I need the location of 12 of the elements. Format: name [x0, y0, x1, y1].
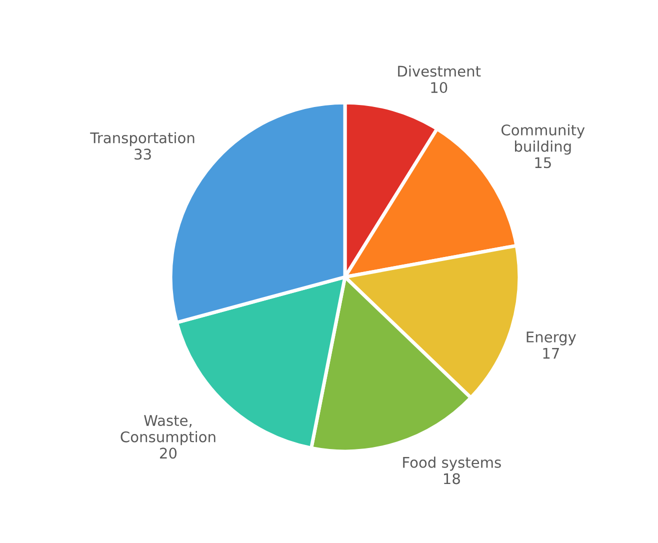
- slice-label: Transportation: [90, 132, 194, 146]
- slice-label: Energy: [526, 332, 576, 346]
- data-label: 17: [543, 348, 559, 359]
- data-label: 20: [160, 448, 177, 459]
- data-label: 15: [535, 157, 551, 168]
- slice-label: Waste, Consumption: [120, 415, 216, 446]
- data-label: 18: [444, 473, 460, 484]
- slice-label: Food systems: [403, 456, 501, 471]
- slice-label: Divestment: [398, 65, 481, 77]
- data-label: 10: [431, 82, 448, 94]
- data-label: 33: [134, 148, 151, 160]
- slice-label: Community building: [502, 124, 585, 155]
